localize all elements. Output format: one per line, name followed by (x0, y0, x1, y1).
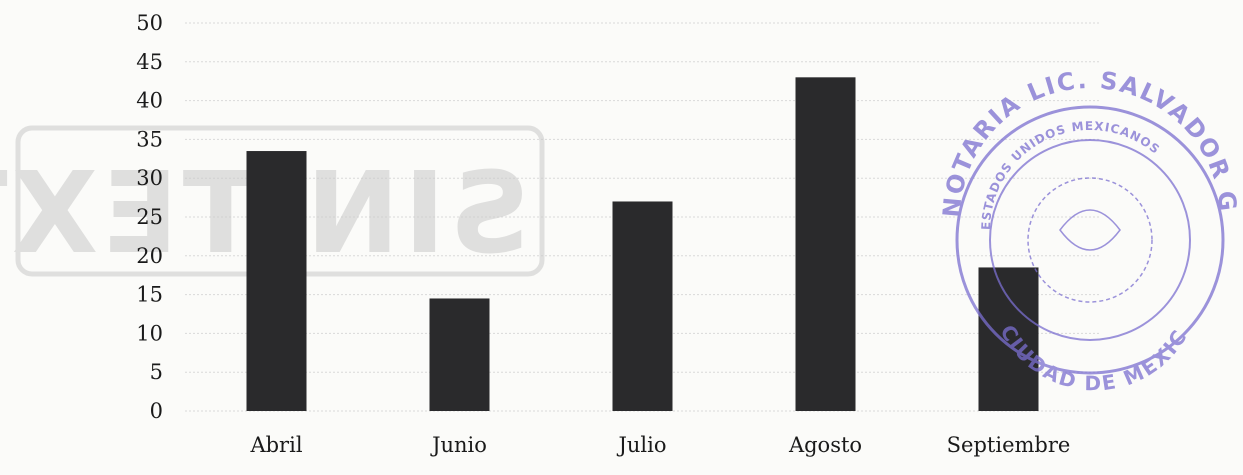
y-tick-label: 40 (136, 89, 163, 113)
x-category-label: Junio (430, 433, 487, 457)
x-category-label: Abril (249, 433, 302, 457)
y-tick-label: 45 (136, 50, 163, 74)
y-tick-label: 35 (136, 127, 163, 151)
y-tick-label: 50 (136, 11, 163, 35)
x-category-label: Septiembre (947, 433, 1071, 457)
y-axis-ticks: 0 5 10 15 20 25 30 35 40 45 50 (136, 11, 163, 423)
y-tick-label: 15 (136, 283, 163, 307)
bar-julio (612, 201, 673, 411)
bar-septiembre (978, 267, 1039, 411)
y-tick-label: 5 (150, 360, 163, 384)
y-tick-label: 20 (136, 244, 163, 268)
y-tick-label: 30 (136, 166, 163, 190)
bar-agosto (795, 77, 856, 411)
x-category-label: Julio (616, 433, 666, 457)
bar-junio (429, 298, 490, 411)
y-tick-label: 25 (136, 205, 163, 229)
bar-abril (246, 151, 307, 412)
x-axis-labels: Abril Junio Julio Agosto Septiembre (249, 433, 1070, 457)
y-tick-label: 10 (136, 321, 163, 345)
y-tick-label: 0 (150, 399, 163, 423)
bars (246, 77, 1039, 412)
x-category-label: Agosto (788, 433, 862, 457)
